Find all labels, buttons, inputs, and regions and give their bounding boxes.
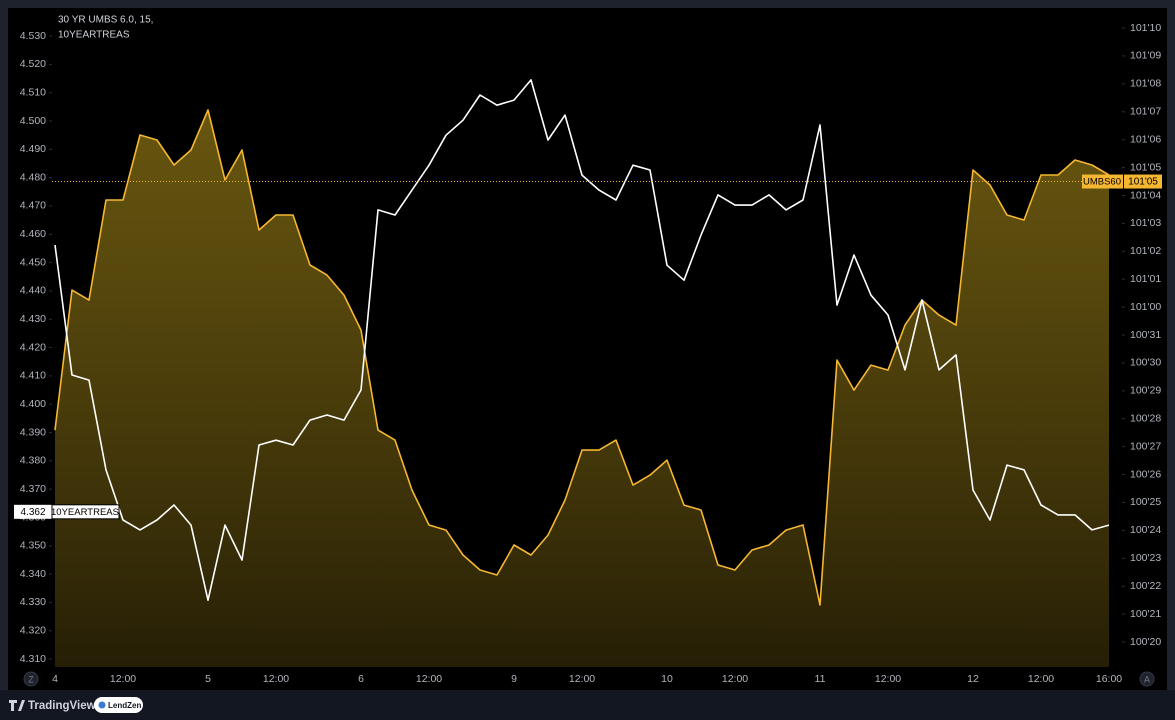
x-tick-label: 6 — [358, 673, 364, 685]
x-tick-label: 9 — [511, 673, 517, 685]
series-area — [55, 110, 1109, 667]
y2-tick-label: 100'27 — [1130, 440, 1161, 452]
plot-area — [49, 27, 1125, 667]
y2-tick-label: 100'24 — [1130, 524, 1161, 536]
y2-tick-label: 100'25 — [1130, 496, 1161, 508]
y-tick-label: 4.470 — [20, 200, 46, 212]
y-tick-label: 4.390 — [20, 426, 46, 438]
tag-name-bg — [1082, 174, 1123, 189]
y2-tick-label: 101'02 — [1130, 245, 1161, 257]
x-tick-label: 12:00 — [569, 673, 595, 685]
x-tick-label: 10 — [661, 673, 673, 685]
tag-name-bg — [51, 504, 120, 520]
y2-tick-label: 100'21 — [1130, 608, 1161, 620]
y-tick-label: 4.430 — [20, 313, 46, 325]
y2-tick-label: 100'22 — [1130, 580, 1161, 592]
button-label[interactable]: Z — [28, 674, 34, 684]
y-tick-label: 4.380 — [20, 455, 46, 467]
brand-logo[interactable] — [9, 700, 25, 711]
tag-value: 4.362 — [20, 507, 45, 518]
y2-tick-label: 101'09 — [1130, 50, 1161, 62]
x-tick-label: 4 — [52, 673, 58, 685]
y2-tick-label: 100'31 — [1130, 329, 1161, 341]
tag-value-bg — [1124, 174, 1162, 189]
y2-tick-label: 101'06 — [1130, 133, 1161, 145]
x-tick-label: 12:00 — [875, 673, 901, 685]
y2-tick-label: 100'26 — [1130, 468, 1161, 480]
tag-name: UMBS60 — [1083, 177, 1121, 188]
x-tick-label: 16:00 — [1096, 673, 1122, 685]
tag-value: 101'05 — [1128, 177, 1158, 188]
y-tick-label: 4.500 — [20, 115, 46, 127]
y-tick-label: 4.320 — [20, 625, 46, 637]
y2-tick-label: 101'04 — [1130, 189, 1161, 201]
y2-tick-label: 101'05 — [1130, 161, 1161, 173]
chart-title: 30 YR UMBS 6.0, 15, — [58, 15, 153, 26]
brand-name[interactable]: TradingView — [28, 700, 96, 712]
y2-tick-label: 100'28 — [1130, 413, 1161, 425]
x-tick-label: 12 — [967, 673, 979, 685]
badge-icon[interactable] — [98, 701, 106, 709]
brand-link[interactable]: TradingView — [9, 700, 96, 712]
y2-tick-label: 101'00 — [1130, 301, 1161, 313]
button-label[interactable]: A — [1144, 674, 1150, 684]
y-tick-label: 4.510 — [20, 86, 46, 98]
x-tick-label: 12:00 — [1028, 673, 1054, 685]
x-tick-label: 12:00 — [722, 673, 748, 685]
y2-tick-label: 101'01 — [1130, 273, 1161, 285]
y-tick-label: 4.410 — [20, 370, 46, 382]
badge-bg[interactable] — [94, 697, 143, 713]
y2-tick-label: 101'08 — [1130, 78, 1161, 90]
y-tick-label: 4.370 — [20, 483, 46, 495]
chart-subtitle: 10YEARTREAS — [58, 30, 130, 41]
series-line — [54, 79, 1110, 601]
y2-tick-label: 100'29 — [1130, 385, 1161, 397]
y-tick-label: 4.520 — [20, 58, 46, 70]
button-circle[interactable] — [1139, 671, 1155, 687]
x-tick-label: 5 — [205, 673, 211, 685]
y-tick-label: 4.530 — [20, 30, 46, 42]
left-button[interactable]: Z — [23, 671, 39, 687]
y-tick-label: 4.480 — [20, 171, 46, 183]
y-tick-label: 4.310 — [20, 653, 46, 665]
x-tick-label: 12:00 — [416, 673, 442, 685]
right-button[interactable]: A — [1139, 671, 1155, 687]
y-tick-label: 4.460 — [20, 228, 46, 240]
y-tick-label: 4.420 — [20, 341, 46, 353]
y-tick-label: 4.400 — [20, 398, 46, 410]
x-tick-label: 12:00 — [263, 673, 289, 685]
series-line — [54, 109, 1110, 606]
y2-tick-label: 100'20 — [1130, 636, 1161, 648]
y2-tick-label: 100'23 — [1130, 552, 1161, 564]
y-tick-label: 4.350 — [20, 540, 46, 552]
y-tick-label: 4.330 — [20, 596, 46, 608]
button-circle[interactable] — [23, 671, 39, 687]
partner-name[interactable]: LendZen — [108, 701, 141, 710]
tag-value-bg — [14, 504, 52, 519]
footer-bar — [0, 690, 1175, 720]
y-tick-label: 4.340 — [20, 568, 46, 580]
x-tick-label: 11 — [815, 673, 826, 685]
partner-badge[interactable]: LendZen — [94, 697, 143, 713]
y2-tick-label: 101'07 — [1130, 106, 1161, 118]
y2-tick-label: 101'03 — [1130, 217, 1161, 229]
y-tick-label: 4.440 — [20, 285, 46, 297]
y2-tick-label: 101'10 — [1130, 22, 1161, 34]
y-tick-label: 4.490 — [20, 143, 46, 155]
x-tick-label: 12:00 — [110, 673, 136, 685]
tag-name: 10YEARTREAS — [51, 507, 119, 518]
y-tick-label: 4.450 — [20, 256, 46, 268]
y2-tick-label: 100'30 — [1130, 357, 1161, 369]
